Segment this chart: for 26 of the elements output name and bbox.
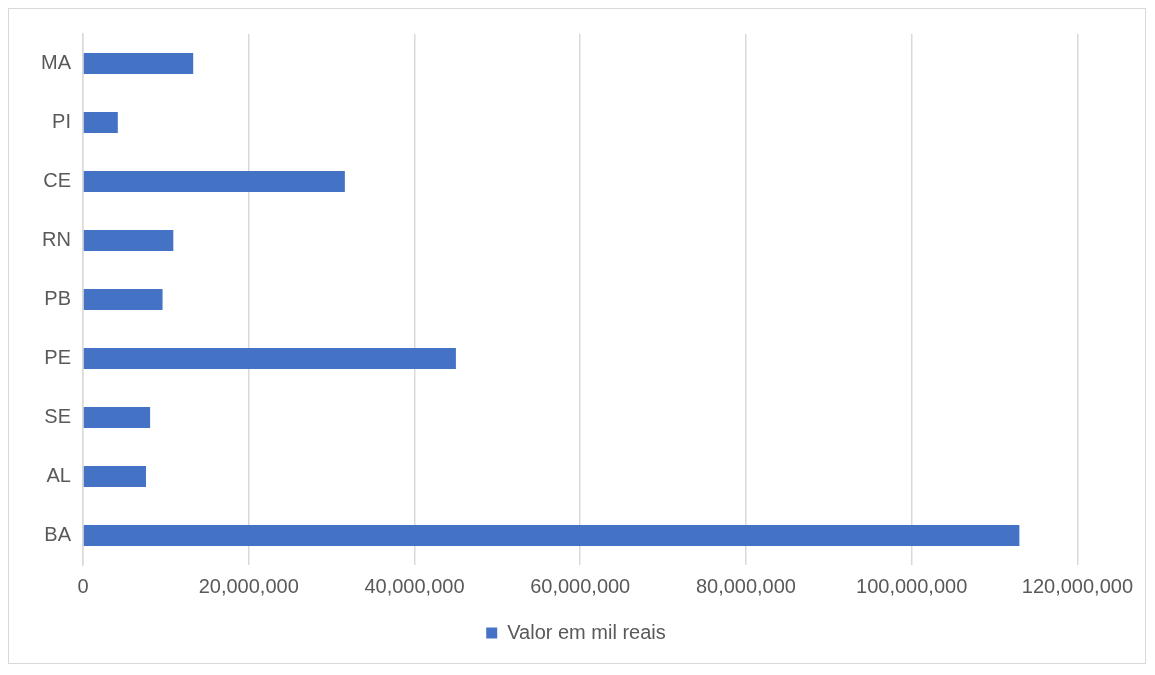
bar — [83, 52, 194, 75]
y-tick-label: RN — [42, 228, 71, 251]
bar — [83, 465, 146, 488]
x-tick-label: 80,000,000 — [695, 574, 796, 597]
y-tick-label: PB — [44, 287, 71, 310]
y-tick-label: MA — [41, 51, 72, 74]
bar — [83, 111, 118, 134]
bar — [83, 406, 151, 429]
y-tick-label: PE — [44, 346, 71, 369]
bar — [83, 170, 345, 193]
bar — [83, 347, 456, 370]
x-tick-label: 100,000,000 — [856, 574, 968, 597]
y-tick-label: AL — [46, 464, 71, 487]
y-tick-label: CE — [43, 169, 71, 192]
bar — [83, 288, 163, 311]
y-tick-label: SE — [44, 405, 71, 428]
y-tick-label: PI — [52, 110, 71, 133]
x-tick-label: 0 — [77, 574, 89, 597]
x-tick-label: 40,000,000 — [364, 574, 465, 597]
x-tick-label: 20,000,000 — [198, 574, 299, 597]
bar — [83, 229, 174, 252]
x-tick-label: 60,000,000 — [530, 574, 631, 597]
bar — [83, 524, 1020, 547]
x-tick-label: 120,000,000 — [1021, 574, 1134, 597]
legend-label: Valor em mil reais — [507, 620, 666, 643]
y-tick-label: BA — [44, 523, 72, 546]
